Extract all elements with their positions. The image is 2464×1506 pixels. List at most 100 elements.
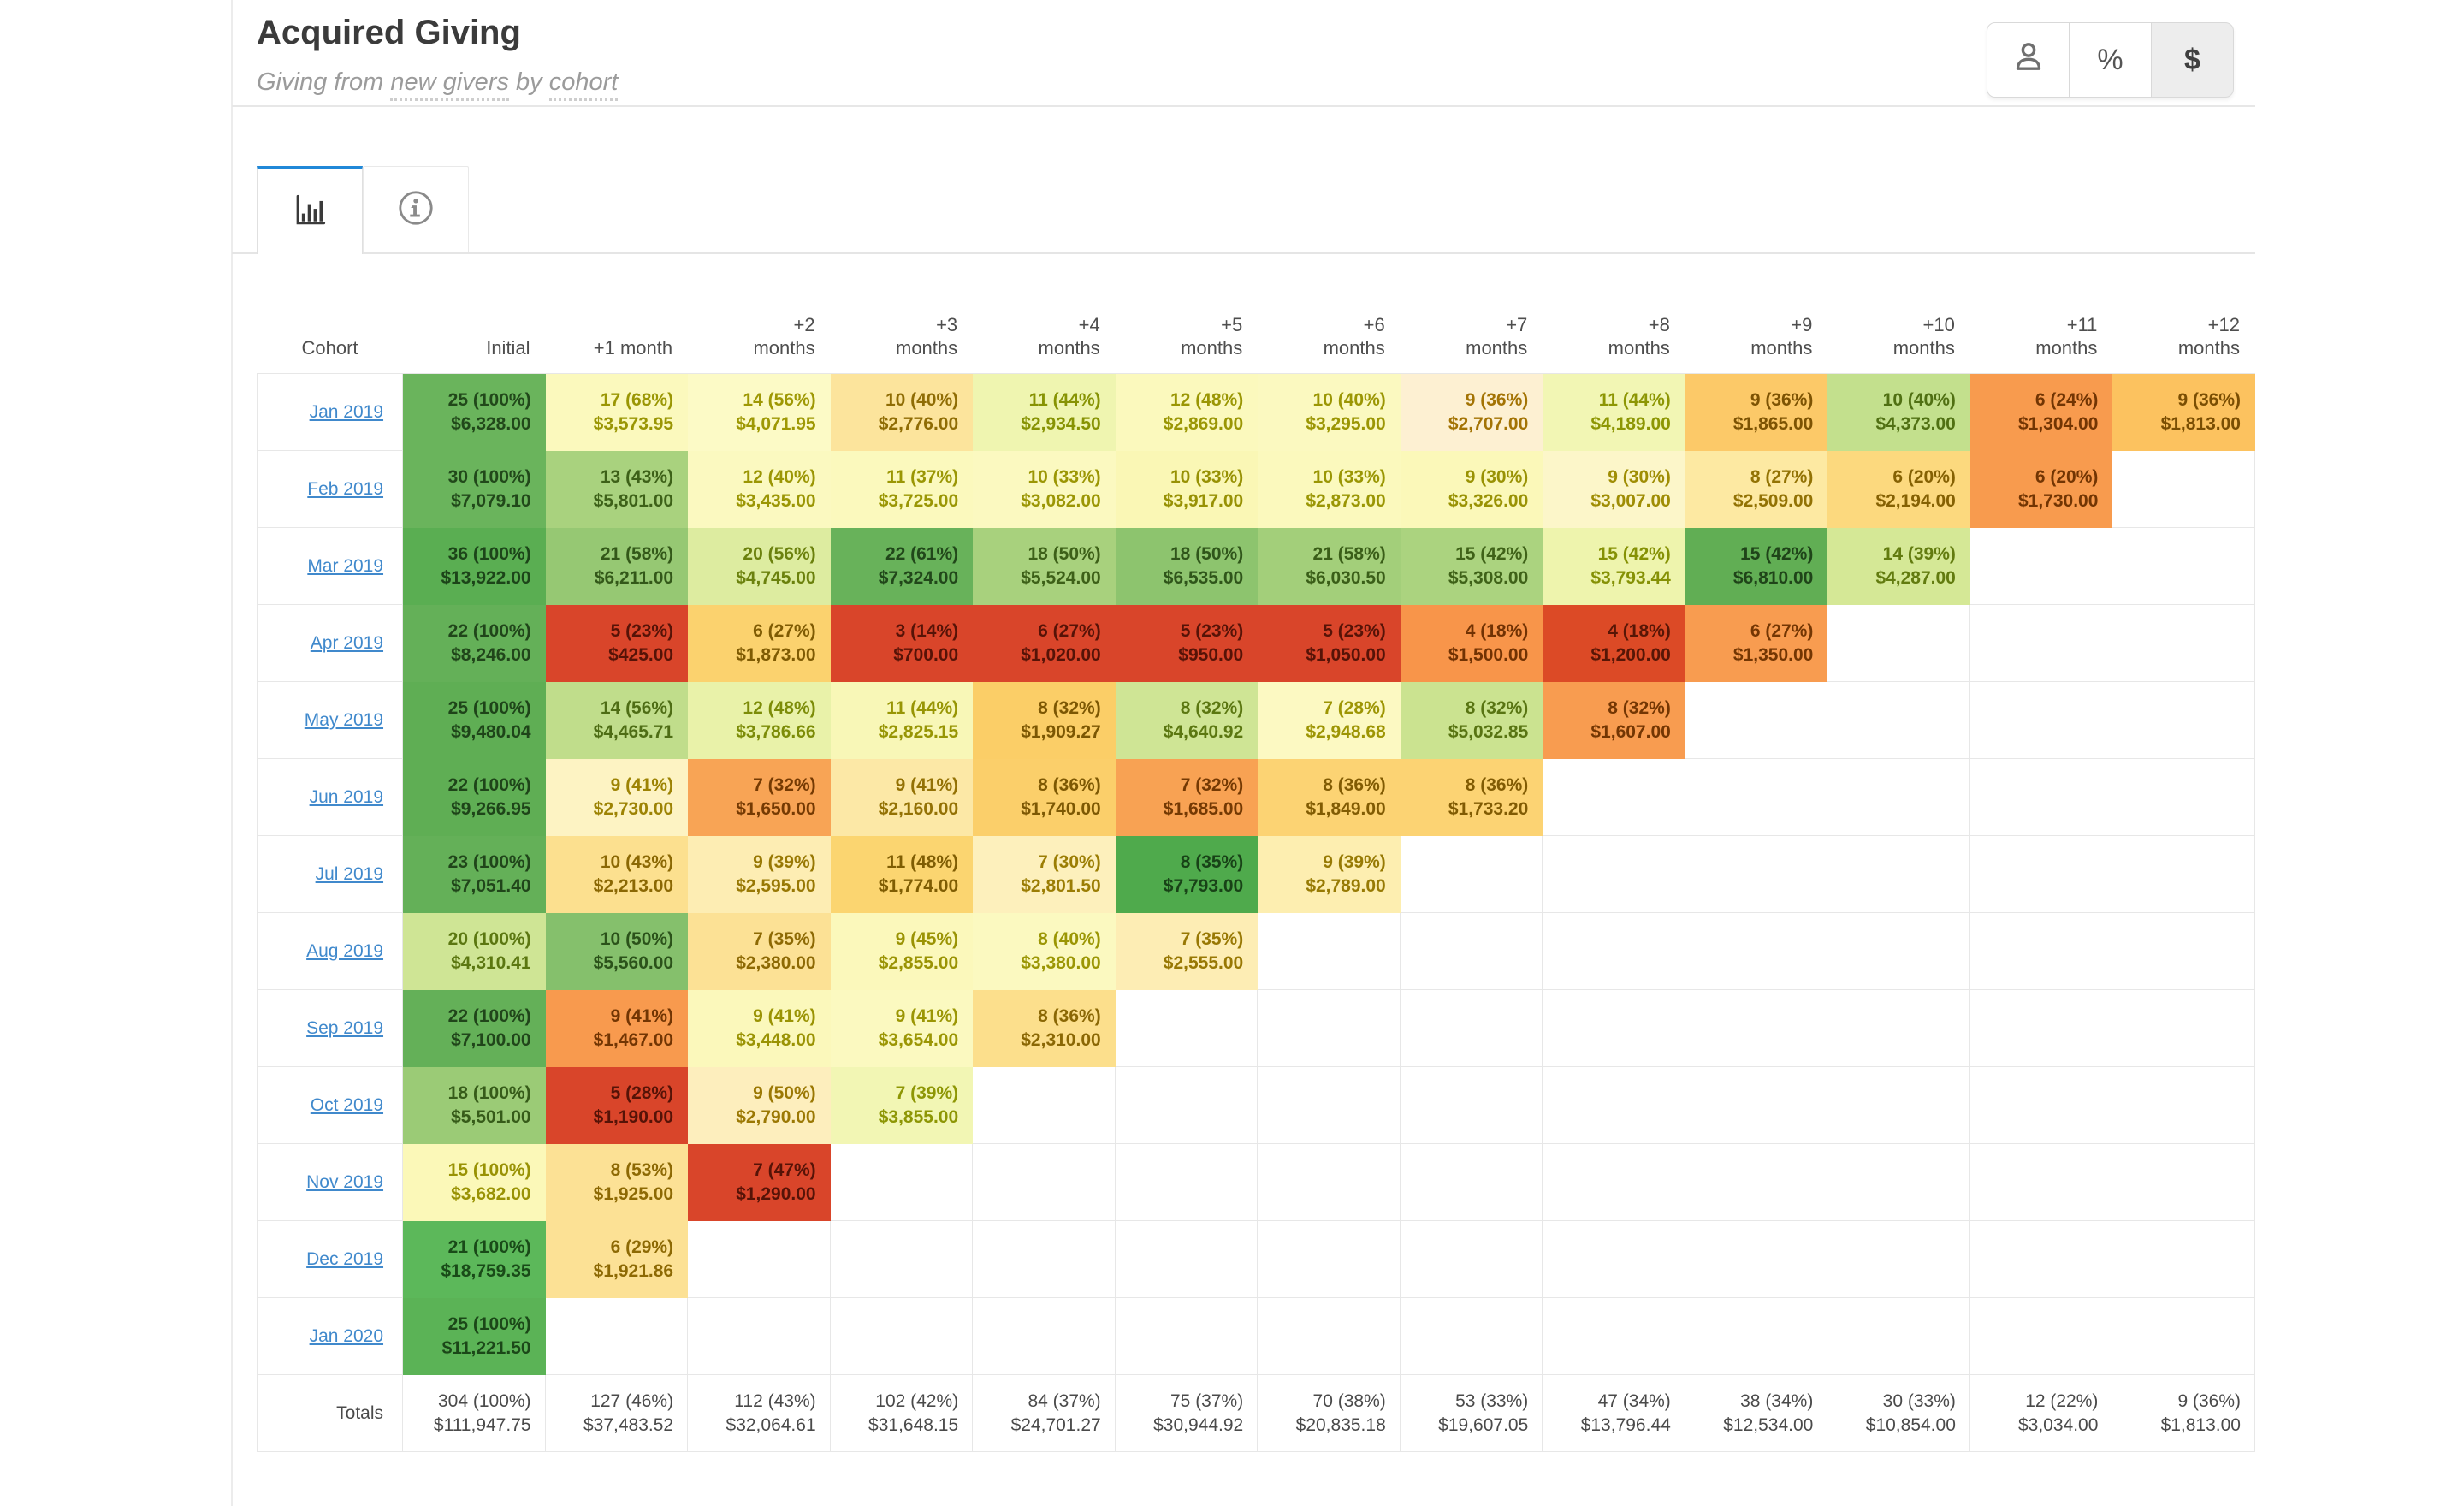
heatmap-cell[interactable]: 17 (68%) $3,573.95 <box>545 374 689 451</box>
heatmap-cell[interactable]: 25 (100%) $9,480.04 <box>403 682 546 759</box>
heatmap-cell[interactable]: 9 (41%) $1,467.00 <box>545 990 689 1067</box>
heatmap-cell[interactable]: 6 (27%) $1,350.00 <box>1685 605 1828 682</box>
heatmap-cell[interactable]: 13 (43%) $5,801.00 <box>545 451 689 528</box>
heatmap-cell[interactable]: 10 (33%) $3,917.00 <box>1115 451 1259 528</box>
heatmap-cell[interactable]: 30 (100%) $7,079.10 <box>403 451 546 528</box>
heatmap-cell[interactable]: 10 (43%) $2,213.00 <box>545 836 689 913</box>
heatmap-cell[interactable]: 21 (100%) $18,759.35 <box>403 1221 546 1298</box>
heatmap-cell[interactable]: 15 (100%) $3,682.00 <box>403 1144 546 1221</box>
cohort-link[interactable]: Mar 2019 <box>307 555 384 576</box>
heatmap-cell[interactable]: 9 (39%) $2,789.00 <box>1258 836 1401 913</box>
cohort-link[interactable]: Sep 2019 <box>306 1017 384 1038</box>
heatmap-cell[interactable]: 8 (32%) $5,032.85 <box>1400 682 1543 759</box>
heatmap-cell[interactable]: 9 (30%) $3,326.00 <box>1400 451 1543 528</box>
cohort-link[interactable]: Jan 2019 <box>309 401 384 422</box>
heatmap-cell[interactable]: 25 (100%) $11,221.50 <box>403 1298 546 1375</box>
heatmap-cell[interactable]: 12 (48%) $3,786.66 <box>688 682 831 759</box>
cohort-link[interactable]: Jun 2019 <box>309 786 384 807</box>
heatmap-cell[interactable]: 5 (23%) $1,050.00 <box>1258 605 1401 682</box>
heatmap-cell[interactable]: 4 (18%) $1,500.00 <box>1400 605 1543 682</box>
heatmap-cell[interactable]: 8 (32%) $1,607.00 <box>1543 682 1685 759</box>
heatmap-cell[interactable]: 14 (56%) $4,465.71 <box>545 682 689 759</box>
heatmap-cell[interactable]: 9 (50%) $2,790.00 <box>688 1067 831 1144</box>
cohort-link[interactable]: Jul 2019 <box>315 863 384 884</box>
heatmap-cell[interactable]: 9 (41%) $2,160.00 <box>830 759 974 836</box>
heatmap-cell[interactable]: 9 (41%) $3,654.00 <box>830 990 974 1067</box>
heatmap-cell[interactable]: 22 (100%) $8,246.00 <box>403 605 546 682</box>
heatmap-cell[interactable]: 15 (42%) $3,793.44 <box>1543 528 1685 605</box>
heatmap-cell[interactable]: 21 (58%) $6,211.00 <box>545 528 689 605</box>
heatmap-cell[interactable]: 3 (14%) $700.00 <box>830 605 974 682</box>
donors-view-button[interactable] <box>1987 22 2070 98</box>
cohort-link[interactable]: Nov 2019 <box>306 1171 384 1192</box>
heatmap-cell[interactable]: 20 (100%) $4,310.41 <box>403 913 546 990</box>
heatmap-cell[interactable]: 22 (100%) $9,266.95 <box>403 759 546 836</box>
heatmap-cell[interactable]: 14 (39%) $4,287.00 <box>1827 528 1970 605</box>
heatmap-cell[interactable]: 9 (45%) $2,855.00 <box>830 913 974 990</box>
cohort-link[interactable]: Feb 2019 <box>307 478 384 499</box>
percent-view-button[interactable]: % <box>2069 22 2152 98</box>
heatmap-cell[interactable]: 10 (33%) $2,873.00 <box>1258 451 1401 528</box>
heatmap-cell[interactable]: 6 (20%) $1,730.00 <box>1969 451 2113 528</box>
heatmap-cell[interactable]: 7 (32%) $1,650.00 <box>688 759 831 836</box>
heatmap-cell[interactable]: 5 (28%) $1,190.00 <box>545 1067 689 1144</box>
heatmap-cell[interactable]: 9 (36%) $1,813.00 <box>2112 374 2255 451</box>
subtitle-term-new-givers[interactable]: new givers <box>390 68 509 101</box>
heatmap-cell[interactable]: 8 (32%) $1,909.27 <box>973 682 1116 759</box>
heatmap-cell[interactable]: 7 (47%) $1,290.00 <box>688 1144 831 1221</box>
heatmap-cell[interactable]: 7 (30%) $2,801.50 <box>973 836 1116 913</box>
heatmap-cell[interactable]: 25 (100%) $6,328.00 <box>403 374 546 451</box>
heatmap-cell[interactable]: 11 (48%) $1,774.00 <box>830 836 974 913</box>
heatmap-cell[interactable]: 7 (35%) $2,380.00 <box>688 913 831 990</box>
subtitle-term-cohort[interactable]: cohort <box>548 68 619 101</box>
heatmap-cell[interactable]: 11 (44%) $2,825.15 <box>830 682 974 759</box>
heatmap-cell[interactable]: 10 (40%) $4,373.00 <box>1827 374 1970 451</box>
heatmap-cell[interactable]: 7 (32%) $1,685.00 <box>1115 759 1259 836</box>
heatmap-cell[interactable]: 10 (50%) $5,560.00 <box>545 913 689 990</box>
heatmap-cell[interactable]: 4 (18%) $1,200.00 <box>1543 605 1685 682</box>
heatmap-cell[interactable]: 7 (35%) $2,555.00 <box>1115 913 1259 990</box>
heatmap-cell[interactable]: 22 (100%) $7,100.00 <box>403 990 546 1067</box>
heatmap-cell[interactable]: 9 (36%) $1,865.00 <box>1685 374 1828 451</box>
heatmap-cell[interactable]: 8 (36%) $1,849.00 <box>1258 759 1401 836</box>
heatmap-cell[interactable]: 8 (36%) $2,310.00 <box>973 990 1116 1067</box>
heatmap-cell[interactable]: 10 (33%) $3,082.00 <box>973 451 1116 528</box>
heatmap-cell[interactable]: 6 (29%) $1,921.86 <box>545 1221 689 1298</box>
heatmap-cell[interactable]: 18 (50%) $6,535.00 <box>1115 528 1259 605</box>
cohort-link[interactable]: Apr 2019 <box>310 632 384 653</box>
heatmap-cell[interactable]: 8 (35%) $7,793.00 <box>1115 836 1259 913</box>
heatmap-cell[interactable]: 10 (40%) $3,295.00 <box>1258 374 1401 451</box>
heatmap-cell[interactable]: 9 (36%) $2,707.00 <box>1400 374 1543 451</box>
heatmap-cell[interactable]: 5 (23%) $950.00 <box>1115 605 1259 682</box>
heatmap-cell[interactable]: 8 (32%) $4,640.92 <box>1115 682 1259 759</box>
heatmap-cell[interactable]: 9 (41%) $2,730.00 <box>545 759 689 836</box>
heatmap-cell[interactable]: 23 (100%) $7,051.40 <box>403 836 546 913</box>
cohort-link[interactable]: Jan 2020 <box>309 1325 384 1346</box>
heatmap-cell[interactable]: 22 (61%) $7,324.00 <box>830 528 974 605</box>
heatmap-cell[interactable]: 12 (40%) $3,435.00 <box>688 451 831 528</box>
heatmap-cell[interactable]: 6 (24%) $1,304.00 <box>1969 374 2113 451</box>
heatmap-cell[interactable]: 5 (23%) $425.00 <box>545 605 689 682</box>
heatmap-cell[interactable]: 8 (36%) $1,733.20 <box>1400 759 1543 836</box>
heatmap-cell[interactable]: 8 (36%) $1,740.00 <box>973 759 1116 836</box>
heatmap-cell[interactable]: 8 (53%) $1,925.00 <box>545 1144 689 1221</box>
heatmap-cell[interactable]: 15 (42%) $5,308.00 <box>1400 528 1543 605</box>
heatmap-cell[interactable]: 6 (20%) $2,194.00 <box>1827 451 1970 528</box>
cohort-link[interactable]: Aug 2019 <box>306 940 384 961</box>
dollars-view-button[interactable]: $ <box>2151 22 2234 98</box>
heatmap-cell[interactable]: 9 (41%) $3,448.00 <box>688 990 831 1067</box>
tab-info[interactable] <box>363 166 469 252</box>
heatmap-cell[interactable]: 6 (27%) $1,873.00 <box>688 605 831 682</box>
heatmap-cell[interactable]: 14 (56%) $4,071.95 <box>688 374 831 451</box>
cohort-link[interactable]: May 2019 <box>304 709 384 730</box>
heatmap-cell[interactable]: 7 (39%) $3,855.00 <box>830 1067 974 1144</box>
heatmap-cell[interactable]: 8 (27%) $2,509.00 <box>1685 451 1828 528</box>
tab-chart[interactable] <box>257 166 363 254</box>
heatmap-cell[interactable]: 10 (40%) $2,776.00 <box>830 374 974 451</box>
heatmap-cell[interactable]: 11 (44%) $2,934.50 <box>973 374 1116 451</box>
heatmap-cell[interactable]: 7 (28%) $2,948.68 <box>1258 682 1401 759</box>
heatmap-cell[interactable]: 6 (27%) $1,020.00 <box>973 605 1116 682</box>
heatmap-cell[interactable]: 18 (50%) $5,524.00 <box>973 528 1116 605</box>
heatmap-cell[interactable]: 36 (100%) $13,922.00 <box>403 528 546 605</box>
heatmap-cell[interactable]: 9 (30%) $3,007.00 <box>1543 451 1685 528</box>
